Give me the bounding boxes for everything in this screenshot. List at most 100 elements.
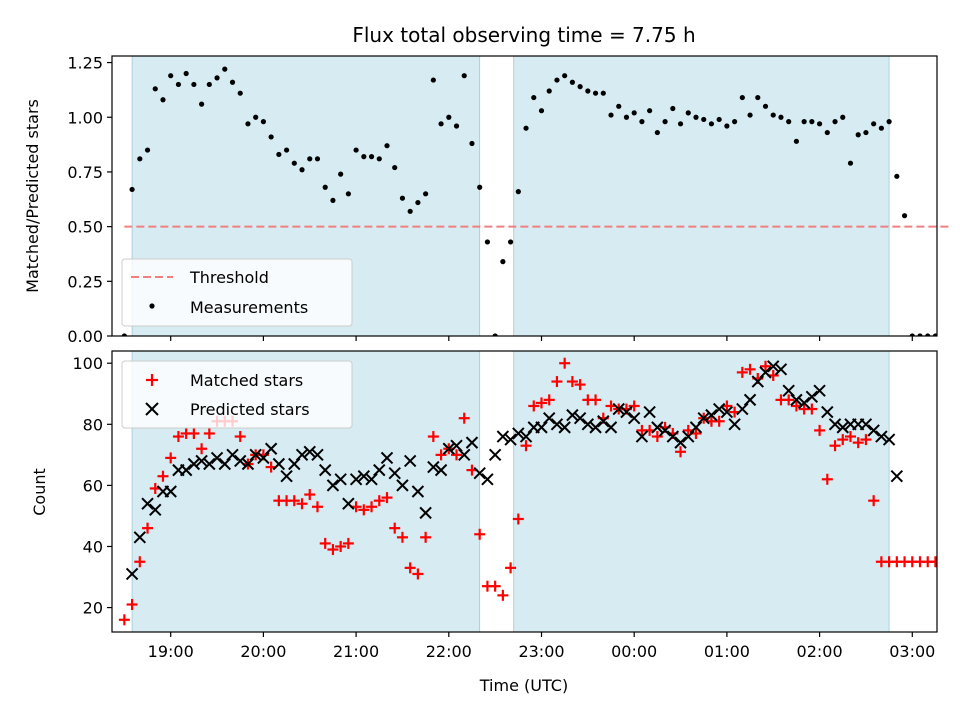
- matched-star-point: [736, 366, 748, 378]
- measurement-point: [222, 66, 228, 72]
- bottom-legend-box: [121, 360, 353, 429]
- predicted-star-point: [311, 448, 324, 462]
- predicted-star-point: [473, 466, 486, 480]
- measurement-point: [708, 121, 715, 127]
- predicted-star-point: [797, 396, 811, 410]
- bottom-plot-frame: [111, 350, 938, 633]
- predicted-star-point: [535, 421, 548, 434]
- predicted-star-point: [380, 451, 394, 465]
- predicted-star-point: [303, 445, 316, 459]
- x-tick-label: 00:00: [611, 642, 657, 661]
- measurement-point: [716, 116, 722, 123]
- matched-star-point: [196, 443, 208, 455]
- measurement-point: [685, 110, 691, 116]
- top-y-axis: 0.00 0.25 0.50 0.75 1.00 1.25: [67, 54, 112, 346]
- measurement-point: [701, 116, 707, 123]
- y-tick-label: 0.25: [67, 272, 103, 291]
- predicted-star-point: [234, 454, 247, 468]
- predicted-star-point: [581, 418, 595, 431]
- measurement-point: [175, 81, 182, 88]
- measurement-point: [183, 70, 189, 77]
- predicted-star-point: [597, 415, 610, 428]
- shaded-interval-2: [513, 55, 890, 337]
- predicted-star-point: [411, 485, 425, 498]
- predicted-star-point: [759, 366, 772, 379]
- measurement-point: [840, 114, 846, 120]
- y-tick-label: 0.00: [67, 327, 103, 346]
- matched-star-point: [744, 363, 756, 375]
- predicted-star-point: [388, 466, 401, 480]
- predicted-star-point: [682, 430, 695, 443]
- matched-star-point: [528, 400, 540, 412]
- measurement-point: [863, 129, 869, 136]
- matched-star-point: [806, 403, 818, 415]
- matched-star-point: [713, 415, 725, 427]
- predicted-star-point: [226, 448, 239, 462]
- bottom-x-axis: 19:00 20:00 21:00 22:00 23:00 00:00 01:00 02:00…: [148, 632, 935, 661]
- measurement-point: [894, 173, 900, 179]
- matched-star-point: [821, 473, 833, 485]
- measurement-point: [469, 140, 475, 147]
- matched-star-point: [412, 568, 424, 580]
- measurement-point: [809, 119, 815, 125]
- predicted-star-point: [257, 451, 270, 465]
- x-tick-label: 02:00: [797, 642, 843, 661]
- matched-star-point: [358, 504, 370, 516]
- measurement-point: [253, 114, 259, 120]
- measurement-point: [917, 333, 923, 336]
- measurement-point: [608, 112, 614, 118]
- predicted-star-point: [836, 421, 849, 434]
- measurement-point: [492, 333, 498, 336]
- measurement-point: [268, 134, 274, 140]
- predicted-star-point: [218, 457, 231, 471]
- measurement-point: [585, 88, 591, 94]
- predicted-star-point: [782, 384, 795, 397]
- predicted-star-point: [890, 470, 904, 483]
- predicted-star-point: [373, 463, 386, 477]
- predicted-star-point: [620, 405, 633, 419]
- measurement-point: [438, 121, 444, 127]
- predicted-star-point: [465, 436, 479, 449]
- measurement-point: [562, 73, 568, 79]
- predicted-star-point: [612, 402, 625, 416]
- top-x-tick-marks: [170, 336, 913, 341]
- measurement-point: [121, 333, 127, 336]
- predicted-star-point: [450, 439, 463, 452]
- x-tick-label: 22:00: [426, 642, 472, 661]
- measurement-point: [237, 90, 243, 96]
- predicted-star-point: [512, 427, 525, 440]
- matched-star-point: [188, 427, 200, 439]
- predicted-star-point: [334, 473, 347, 486]
- measurement-point: [168, 73, 174, 79]
- x-tick-label: 21:00: [333, 642, 379, 661]
- x-axis-label: Time (UTC): [479, 676, 568, 695]
- legend-threshold-label: Threshold: [189, 268, 269, 287]
- predicted-star-point: [288, 457, 301, 471]
- y-tick-label: 0.75: [67, 163, 103, 182]
- measurement-point: [832, 119, 838, 125]
- bottom-y-axis: 20 40 60 80 100: [72, 354, 112, 618]
- matched-star-point: [559, 357, 571, 369]
- measurement-point: [283, 147, 290, 153]
- matched-star-point: [288, 495, 300, 507]
- predicted-star-point: [342, 497, 355, 510]
- predicted-star-point: [736, 402, 749, 416]
- measurement-point: [932, 333, 937, 336]
- matched-star-point: [420, 531, 432, 543]
- legend-predicted-swatch: [145, 402, 159, 416]
- matched-star-point: [451, 449, 463, 461]
- measurement-point: [925, 333, 931, 336]
- matched-star-point: [427, 431, 439, 443]
- measurement-point: [616, 103, 622, 109]
- y-tick-label: 40: [83, 537, 103, 556]
- matched-star-point: [566, 376, 578, 388]
- matched-star-point: [628, 400, 640, 412]
- measurement-point: [600, 90, 606, 96]
- legend-predicted-label: Predicted stars: [190, 400, 310, 419]
- measurement-point: [554, 77, 560, 83]
- measurement-point: [569, 79, 575, 85]
- matched-star-point: [296, 498, 308, 510]
- measurement-point: [199, 101, 205, 107]
- measurement-point: [677, 121, 684, 127]
- measurement-point: [361, 154, 367, 160]
